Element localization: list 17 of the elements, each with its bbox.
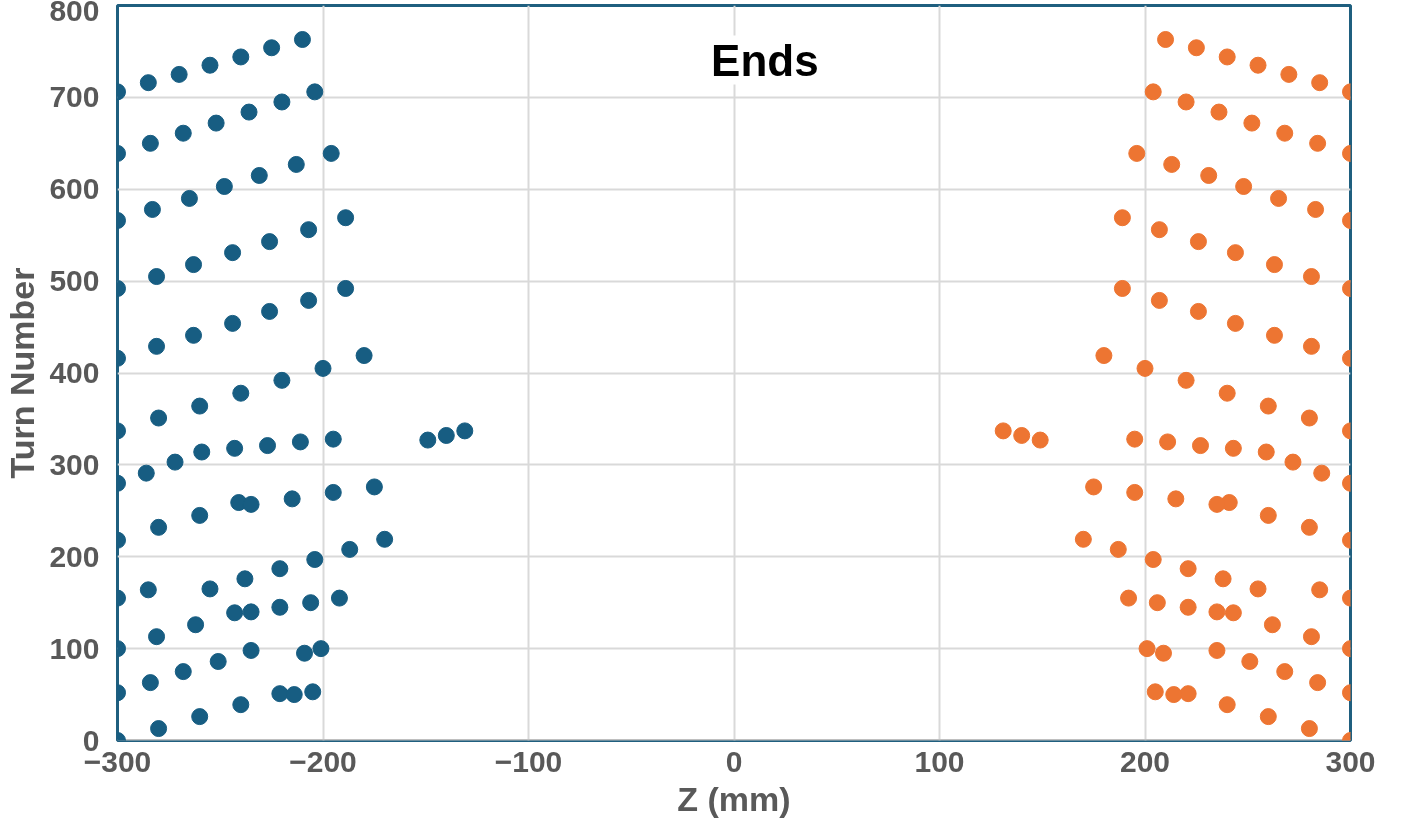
x-tick-label: 100 (914, 744, 965, 778)
y-tick-label: 800 (49, 0, 100, 27)
x-axis-title: Z (mm) (677, 779, 791, 818)
x-tick-label: 200 (1119, 744, 1171, 778)
y-tick-label: 700 (49, 80, 100, 114)
y-tick-label: 500 (49, 264, 100, 298)
y-tick-label: 100 (49, 631, 100, 665)
x-tick-label: 300 (1325, 744, 1376, 778)
x-tick-label: −100 (494, 744, 563, 778)
y-tick-label: 400 (49, 356, 100, 389)
y-tick-label: 300 (49, 447, 100, 481)
x-tick-label: 0 (725, 744, 743, 778)
y-tick-label: 200 (49, 539, 100, 573)
y-axis-title: Turn Number (3, 267, 42, 479)
x-tick-label: −200 (289, 744, 357, 778)
y-tick-label: 600 (49, 172, 100, 206)
text: Ends (711, 35, 819, 85)
